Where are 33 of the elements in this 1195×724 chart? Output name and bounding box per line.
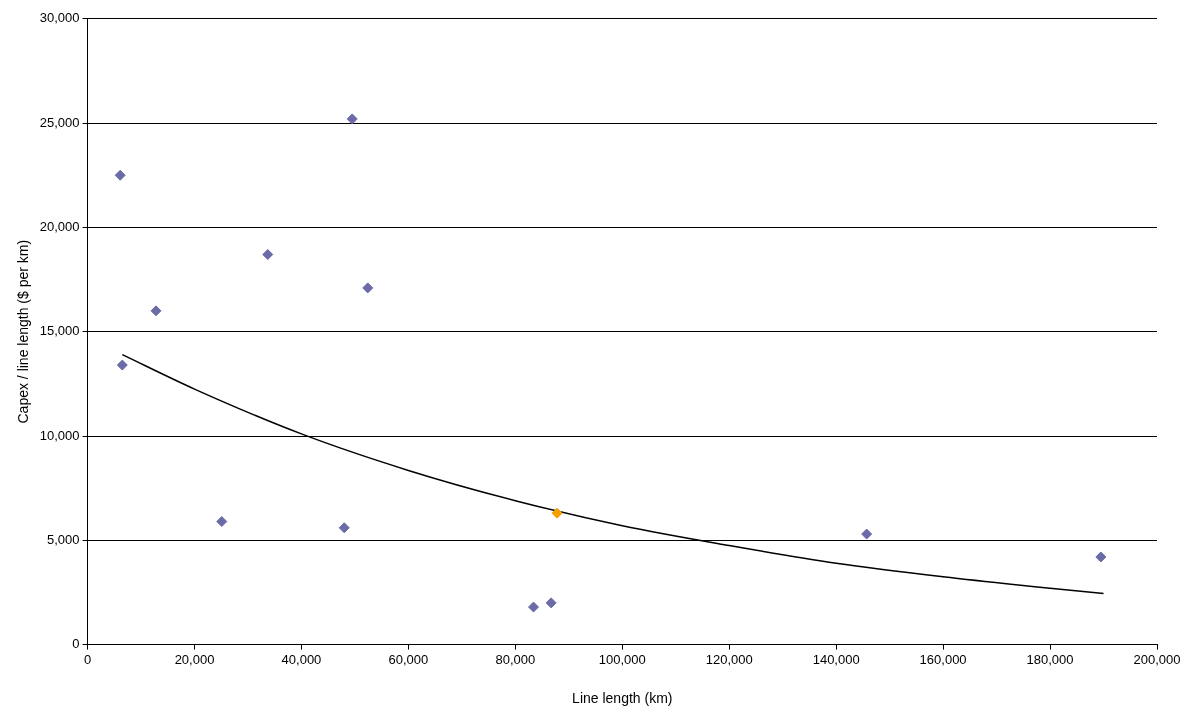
y-tick-label: 30,000 [39, 10, 80, 26]
point [150, 305, 162, 317]
point [1095, 551, 1107, 563]
y-tick-label: 15,000 [39, 323, 80, 339]
point [346, 113, 358, 125]
y-axis-title: Capex / line length ($ per km) [15, 239, 32, 424]
point [362, 282, 374, 294]
point [262, 249, 274, 261]
y-tick-label: 25,000 [39, 114, 80, 130]
point [216, 516, 228, 528]
point [528, 601, 540, 613]
x-tick-label: 20,000 [174, 651, 215, 667]
x-tick-label: 60,000 [388, 651, 429, 667]
point [338, 522, 350, 534]
point [116, 359, 128, 371]
y-tick-label: 0 [72, 636, 80, 652]
x-tick-label: 200,000 [1133, 651, 1181, 667]
x-tick-label: 40,000 [281, 651, 322, 667]
x-tick-label: 180,000 [1026, 651, 1074, 667]
y-tick-label: 10,000 [39, 427, 80, 443]
y-tick-label: 20,000 [39, 218, 80, 234]
point [114, 169, 126, 181]
x-tick-label: 160,000 [919, 651, 967, 667]
x-tick-label: 80,000 [495, 651, 536, 667]
x-tick-label: 100,000 [598, 651, 646, 667]
x-tick-label: 120,000 [705, 651, 753, 667]
x-tick-label: 140,000 [812, 651, 860, 667]
x-axis-title: Line length (km) [572, 690, 673, 707]
point [545, 597, 557, 609]
point [551, 507, 563, 519]
point [861, 528, 873, 540]
y-tick-label: 5,000 [47, 531, 80, 547]
x-tick-label: 0 [83, 651, 92, 667]
